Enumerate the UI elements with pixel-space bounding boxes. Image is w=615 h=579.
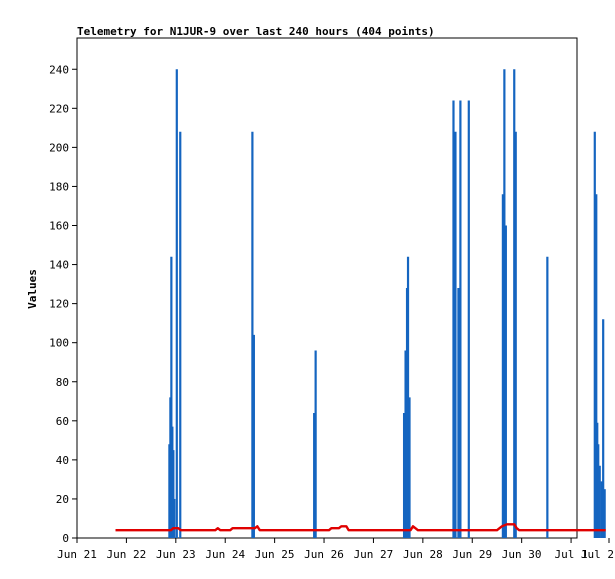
y-tick-label: 240	[49, 63, 69, 76]
y-tick-label: 120	[49, 298, 69, 311]
x-tick-label: Jul 2	[581, 548, 614, 561]
y-axis: 0 20 40 60 80 100 120 140 160 180 200 220 240	[49, 63, 77, 545]
y-tick-label: 180	[49, 180, 69, 193]
y-tick-label: 40	[56, 454, 69, 467]
x-axis: Jun 21 Jun 22 Jun 23 Jun 24 Jun 25 Jun 26 Jun …	[57, 538, 614, 561]
x-tick-label: Jun 30	[502, 548, 542, 561]
y-tick-label: 0	[62, 532, 69, 545]
series-layer	[115, 69, 606, 538]
y-tick-label: 60	[56, 415, 69, 428]
x-tick-label: Jun 24	[205, 548, 245, 561]
y-tick-label: 80	[56, 376, 69, 389]
chart-title: Telemetry for N1JUR-9 over last 240 hour…	[77, 25, 435, 38]
y-tick-label: 200	[49, 141, 69, 154]
x-tick-label: Jun 21	[57, 548, 97, 561]
x-tick-label: Jul 1	[555, 548, 588, 561]
x-tick-label: Jun 23	[156, 548, 196, 561]
x-tick-label: Jun 22	[107, 548, 147, 561]
y-tick-label: 160	[49, 220, 69, 233]
x-tick-label: Jun 26	[304, 548, 344, 561]
y-tick-label: 140	[49, 259, 69, 272]
y-tick-label: 20	[56, 493, 69, 506]
x-tick-label: Jun 28	[403, 548, 443, 561]
y-tick-label: 100	[49, 337, 69, 350]
x-tick-label: Jun 27	[354, 548, 394, 561]
plot-area	[76, 37, 578, 539]
y-tick-label: 220	[49, 102, 69, 115]
series-1-line	[115, 523, 606, 532]
x-tick-label: Jun 25	[255, 548, 295, 561]
y-axis-label: Values	[26, 269, 39, 309]
x-tick-label: Jun 29	[452, 548, 492, 561]
